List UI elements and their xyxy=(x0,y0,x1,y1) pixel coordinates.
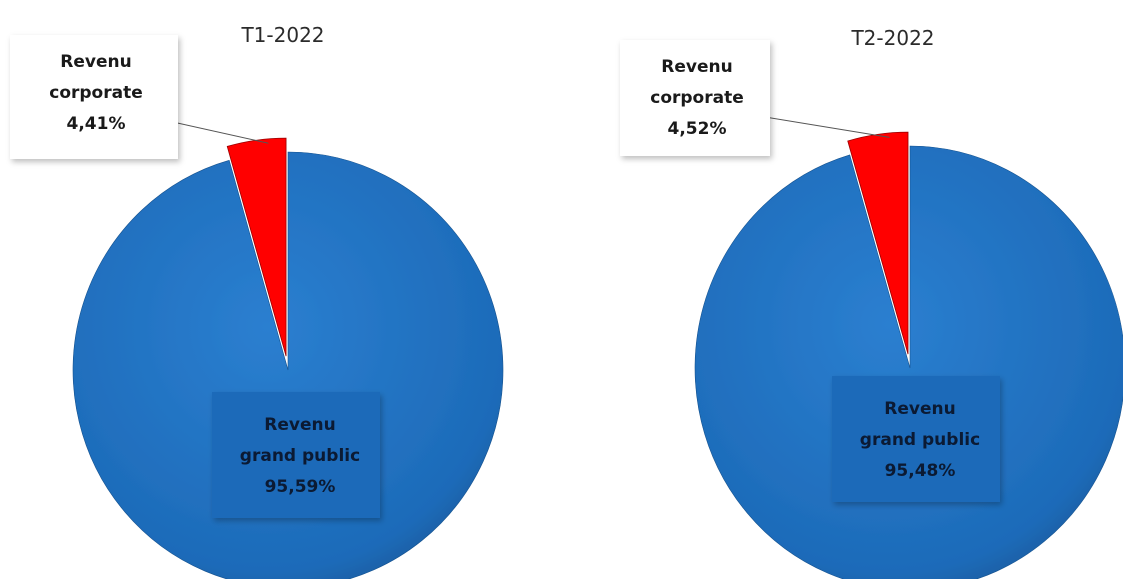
label-box xyxy=(212,392,380,518)
slice-label: corporate xyxy=(49,83,143,103)
pie-slice-grand-public xyxy=(695,146,1123,579)
slice-value: 95,48% xyxy=(885,461,956,481)
chart-title: T2-2022 xyxy=(850,26,934,50)
chart-title: T1-2022 xyxy=(240,23,324,47)
callout-box xyxy=(620,40,770,156)
pie-slice-corporate xyxy=(848,132,908,354)
slice-label: Revenu xyxy=(661,57,732,77)
callout-grand-public: Revenu grand public 95,59% xyxy=(212,392,380,518)
slice-label: Revenu xyxy=(264,415,335,435)
pie-chart-1: T1-2022 Revenu corporate 4,41% Revenu grand p… xyxy=(10,23,503,579)
slice-label: grand public xyxy=(240,446,360,466)
callout-grand-public: Revenu grand public 95,48% xyxy=(832,376,1000,502)
slice-label: Revenu xyxy=(60,52,131,72)
slice-value: 95,59% xyxy=(265,477,336,497)
slice-label: corporate xyxy=(650,88,744,108)
slice-label: grand public xyxy=(860,430,980,450)
label-box xyxy=(832,376,1000,502)
slice-value: 4,41% xyxy=(67,114,126,134)
callout-corporate: Revenu corporate 4,52% xyxy=(620,40,770,156)
pie-chart-2: T2-2022 Revenu corporate 4,52% Revenu grand p… xyxy=(620,26,1123,579)
slice-label: Revenu xyxy=(884,399,955,419)
slice-value: 4,52% xyxy=(668,119,727,139)
callout-box xyxy=(10,35,178,159)
callout-corporate: Revenu corporate 4,41% xyxy=(10,35,178,159)
